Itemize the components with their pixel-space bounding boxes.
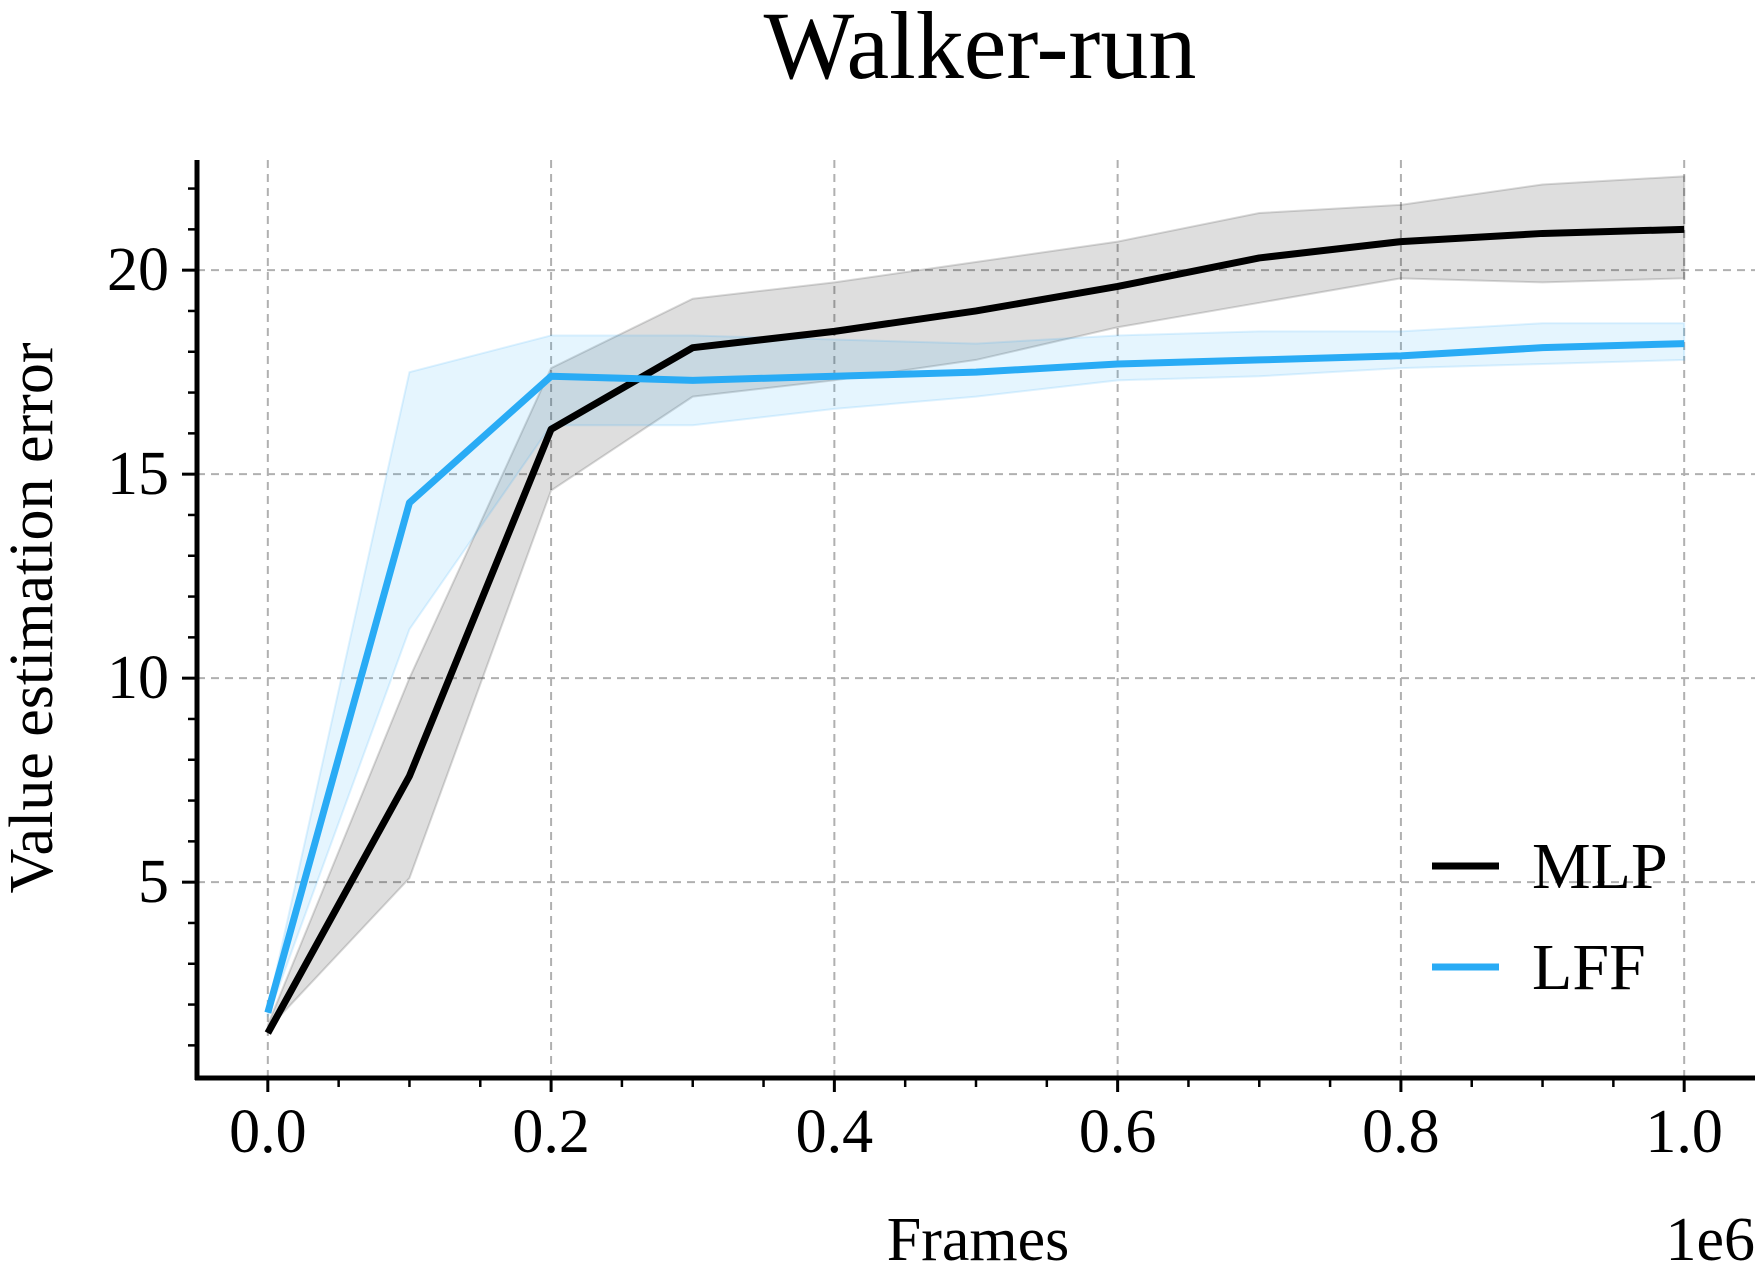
x-axis-offset-label: 1e6 [1665, 1206, 1755, 1272]
x-tick-label: 1.0 [1645, 1098, 1723, 1166]
x-tick-label: 0.8 [1362, 1098, 1440, 1166]
x-tick-label: 0.6 [1079, 1098, 1157, 1166]
legend: MLP LFF [1432, 830, 1668, 1004]
series-line-mlp [264, 225, 1685, 1035]
series-lines [264, 225, 1685, 1035]
x-axis-label: Frames [887, 1206, 1070, 1272]
y-tick-label: 10 [107, 644, 169, 712]
x-tick-label: 0.2 [512, 1098, 590, 1166]
tick-marks [182, 187, 1686, 1092]
y-tick-label: 20 [107, 236, 169, 304]
legend-label-lff: LFF [1532, 931, 1646, 1004]
chart-title: Walker-run [764, 0, 1197, 99]
grid-lines [197, 160, 1755, 1078]
x-tick-label: 0.4 [796, 1098, 874, 1166]
y-tick-label: 5 [138, 848, 169, 916]
legend-label-mlp: MLP [1532, 830, 1668, 903]
series-line-lff [264, 340, 1685, 1014]
y-axis-label: Value estimation error [0, 342, 66, 893]
tick-labels: 0.0 0.2 0.4 0.6 0.8 1.0 5 10 15 20 [107, 236, 1723, 1166]
y-tick-label: 15 [107, 440, 169, 508]
x-tick-label: 0.0 [229, 1098, 307, 1166]
